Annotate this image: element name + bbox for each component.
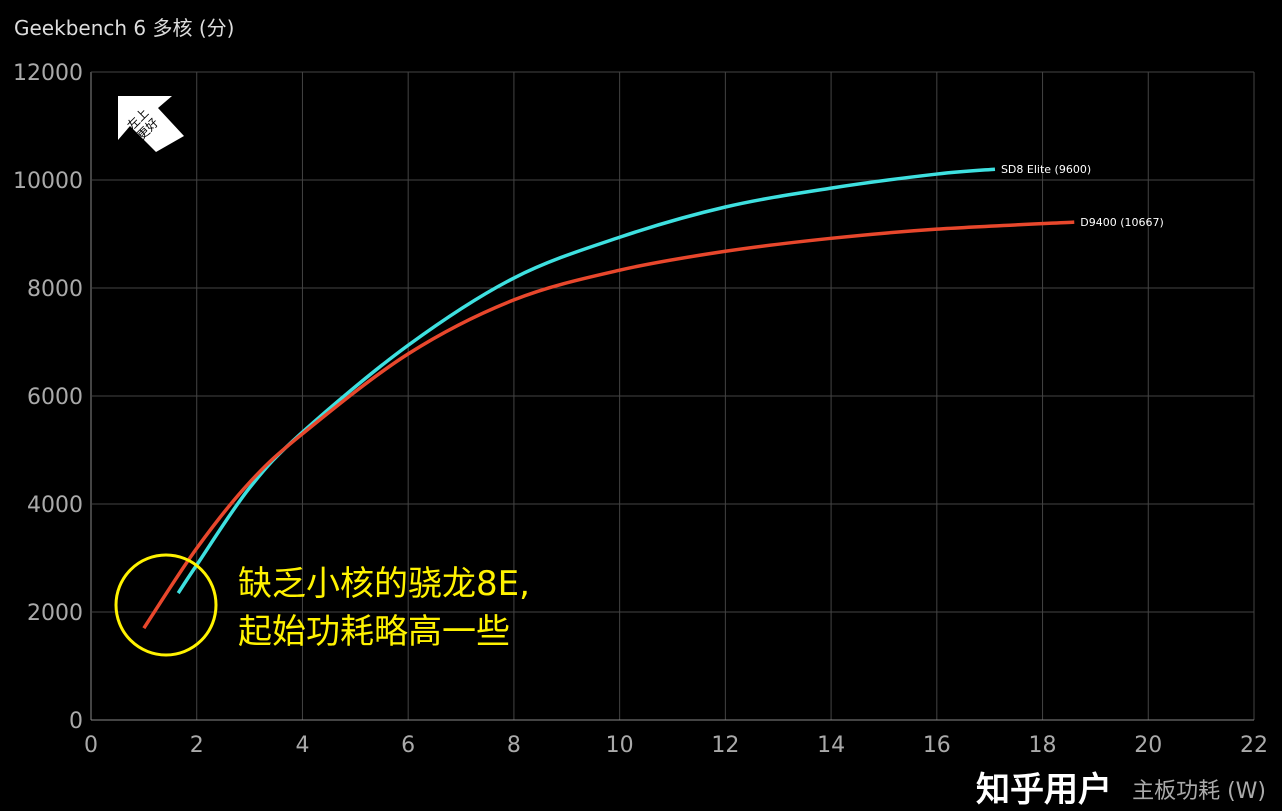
annotation-line-2: 起始功耗略高一些: [238, 612, 510, 652]
annotation-note: 缺乏小核的骁龙8E, 起始功耗略高一些: [238, 560, 530, 656]
watermark: 知乎用户: [976, 770, 1112, 810]
y-tick-label: 10000: [13, 169, 83, 194]
x-tick-label: 0: [84, 733, 98, 758]
x-tick-label: 10: [606, 733, 634, 758]
x-tick-label: 2: [190, 733, 204, 758]
x-tick-label: 12: [711, 733, 739, 758]
better-badge: 左上更好: [116, 96, 186, 152]
series-label: SD8 Elite (9600): [1001, 163, 1091, 176]
x-axis-label: 主板功耗 (W): [1132, 779, 1266, 804]
x-tick-label: 4: [295, 733, 309, 758]
y-tick-label: 4000: [27, 493, 83, 518]
x-tick-label: 6: [401, 733, 415, 758]
x-tick-label: 16: [923, 733, 951, 758]
x-tick-label: 8: [507, 733, 521, 758]
series-label: D9400 (10667): [1080, 216, 1164, 229]
x-tick-label: 18: [1029, 733, 1057, 758]
x-tick-label: 22: [1240, 733, 1268, 758]
series-line-0: [176, 167, 996, 595]
chart-title: Geekbench 6 多核 (分): [14, 16, 235, 40]
arrow-up-left-icon: [118, 96, 184, 152]
y-tick-label: 2000: [27, 601, 83, 626]
y-tick-label: 8000: [27, 277, 83, 302]
x-tick-label: 20: [1134, 733, 1162, 758]
y-tick-label: 12000: [13, 61, 83, 86]
annotation-line-1: 缺乏小核的骁龙8E,: [238, 564, 530, 604]
x-tick-label: 14: [817, 733, 845, 758]
highlight-circle: [114, 553, 218, 657]
y-tick-label: 6000: [27, 385, 83, 410]
y-tick-label: 0: [69, 709, 83, 734]
series-line-1: [142, 220, 1075, 630]
